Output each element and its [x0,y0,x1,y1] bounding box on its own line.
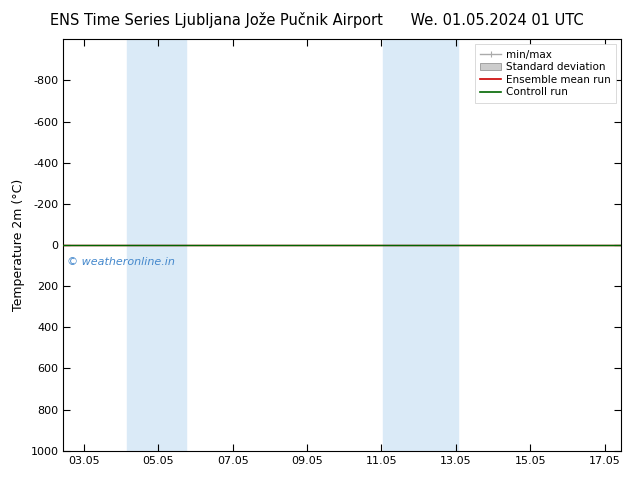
Text: ENS Time Series Ljubljana Jože Pučnik Airport      We. 01.05.2024 01 UTC: ENS Time Series Ljubljana Jože Pučnik Ai… [50,12,584,28]
Y-axis label: Temperature 2m (°C): Temperature 2m (°C) [12,179,25,311]
Bar [384,39,458,451]
Bar [127,39,186,451]
Text: © weatheronline.in: © weatheronline.in [67,257,175,268]
Legend: min/max, Standard deviation, Ensemble mean run, Controll run: min/max, Standard deviation, Ensemble me… [475,45,616,102]
